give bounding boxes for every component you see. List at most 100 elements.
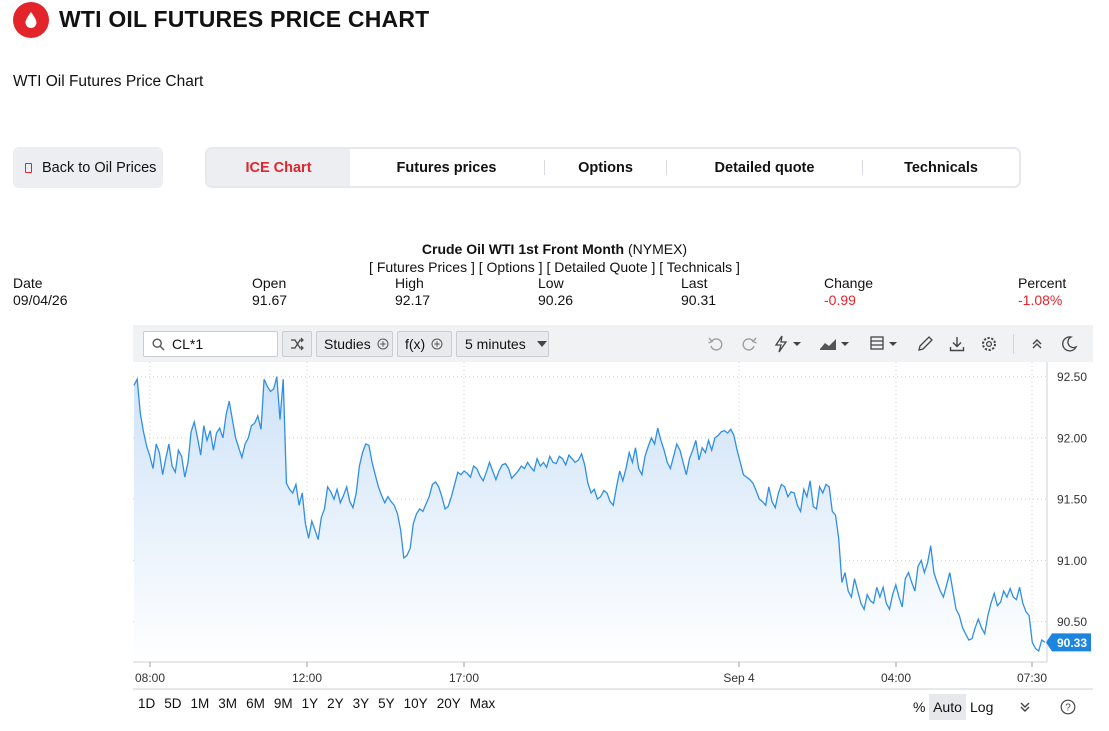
functions-label: f(x) <box>405 336 426 352</box>
last-price-badge-shape <box>1046 633 1091 652</box>
last-label: Last <box>681 275 708 291</box>
studies-label: Studies <box>324 336 371 352</box>
x-tick-label: 07:30 <box>1017 671 1047 685</box>
y-tick-label: 91.50 <box>1057 493 1087 507</box>
back-button-label: Back to Oil Prices <box>42 159 157 176</box>
auto-scale-toggle[interactable]: Auto <box>929 694 966 720</box>
range-9m[interactable]: 9M <box>273 696 293 711</box>
quote-high: High 92.17 <box>395 275 430 309</box>
y-tick-label: 92.50 <box>1057 370 1087 384</box>
studies-button[interactable]: Studies <box>316 331 393 357</box>
functions-button[interactable]: f(x) <box>397 331 452 357</box>
expand-icon[interactable] <box>1019 694 1031 720</box>
y-tick-label: 91.00 <box>1057 554 1087 568</box>
range-5d[interactable]: 5D <box>164 696 182 711</box>
high-label: High <box>395 275 424 291</box>
percent-label: Percent <box>1018 275 1067 291</box>
quote-last: Last 90.31 <box>681 275 716 309</box>
range-1d[interactable]: 1D <box>138 696 156 711</box>
tab-ice-chart[interactable]: ICE Chart <box>207 149 350 186</box>
quote-links[interactable]: [ Futures Prices ] [ Options ] [ Detaile… <box>369 259 740 275</box>
price-series-line <box>133 376 1046 653</box>
date-label: Date <box>13 275 43 291</box>
x-axis: 08:00 12:00 17:00 Sep 4 04:00 07:30 <box>135 662 1047 685</box>
open-value: 91.67 <box>252 292 288 308</box>
chart-widget: CL*1 Studies f(x) 5 minutes <box>133 325 1093 720</box>
range-1m[interactable]: 1M <box>190 696 210 711</box>
exchange-name: (NYMEX) <box>627 241 688 257</box>
last-value: 90.31 <box>681 292 717 308</box>
compare-icon <box>291 337 304 351</box>
page-title: WTI OIL FUTURES PRICE CHART <box>59 6 430 32</box>
undo-icon[interactable] <box>707 335 725 353</box>
chart-toolbar: CL*1 Studies f(x) 5 minutes <box>133 325 1093 362</box>
tab-detailed-quote[interactable]: Detailed quote <box>714 159 815 176</box>
quote-date: Date 09/04/26 <box>13 275 68 309</box>
range-1y[interactable]: 1Y <box>301 696 319 711</box>
price-chart[interactable]: 92.50 92.00 91.50 91.00 90.50 08:00 12:00 17:0… <box>133 362 1093 720</box>
tab-bar: ICE Chart Futures prices Options Detaile… <box>205 147 1021 188</box>
quote-change: Change -0.99 <box>824 275 873 309</box>
range-3m[interactable]: 3M <box>218 696 238 711</box>
page-subtitle: WTI Oil Futures Price Chart <box>13 73 204 90</box>
interval-label: 5 minutes <box>465 336 526 352</box>
svg-text:?: ? <box>1065 703 1071 714</box>
last-price-badge-label: 90.33 <box>1057 636 1087 650</box>
interval-select[interactable]: 5 minutes <box>456 331 549 357</box>
range-3y[interactable]: 3Y <box>352 696 370 711</box>
compare-button[interactable] <box>282 331 312 357</box>
logo-icon <box>13 2 49 38</box>
quote-low: Low 90.26 <box>538 275 573 309</box>
gear-icon[interactable] <box>980 335 998 353</box>
date-value: 09/04/26 <box>13 292 68 308</box>
range-max[interactable]: Max <box>469 696 496 711</box>
x-tick-label: 12:00 <box>292 671 322 685</box>
change-value: -0.99 <box>824 292 856 308</box>
log-scale-toggle[interactable]: Log <box>970 699 994 715</box>
range-20y[interactable]: 20Y <box>436 696 461 711</box>
back-button[interactable]: Back to Oil Prices <box>13 147 163 188</box>
range-2y[interactable]: 2Y <box>327 696 344 711</box>
tab-divider <box>666 160 667 175</box>
plus-circle-icon <box>431 338 443 350</box>
collapse-icon[interactable] <box>1028 335 1046 353</box>
open-label: Open <box>252 275 287 291</box>
percent-scale-toggle[interactable]: % <box>913 699 926 715</box>
symbol-search-input[interactable]: CL*1 <box>143 331 278 357</box>
lightning-icon[interactable] <box>773 335 803 353</box>
tab-futures-prices[interactable]: Futures prices <box>396 159 497 176</box>
symbol-value: CL*1 <box>172 336 204 352</box>
high-value: 92.17 <box>395 292 431 308</box>
y-tick-label: 92.00 <box>1057 431 1087 445</box>
tab-divider <box>544 160 545 175</box>
back-icon <box>25 162 32 173</box>
caret-down-icon <box>536 341 547 347</box>
quote-title: Crude Oil WTI 1st Front Month (NYMEX) <box>0 241 1109 257</box>
oil-drop-icon <box>25 12 37 28</box>
tab-options[interactable]: Options <box>578 159 633 176</box>
tab-technicals[interactable]: Technicals <box>904 159 978 176</box>
instrument-name: Crude Oil WTI 1st Front Month <box>421 241 625 257</box>
change-label: Change <box>824 275 874 291</box>
range-5y[interactable]: 5Y <box>378 696 395 711</box>
quote-percent: Percent -1.08% <box>1018 275 1066 309</box>
percent-value: -1.08% <box>1018 292 1063 308</box>
moon-icon[interactable] <box>1060 335 1078 353</box>
tab-divider <box>862 160 863 175</box>
pencil-icon[interactable] <box>916 335 934 353</box>
plus-circle-icon <box>377 338 389 350</box>
download-icon[interactable] <box>948 335 966 353</box>
range-10y[interactable]: 10Y <box>403 696 428 711</box>
layout-icon[interactable] <box>869 335 901 353</box>
low-label: Low <box>538 275 564 291</box>
help-icon[interactable]: ? <box>1060 694 1076 720</box>
quote-open: Open 91.67 <box>252 275 287 309</box>
redo-icon[interactable] <box>740 335 758 353</box>
low-value: 90.26 <box>538 292 574 308</box>
range-6m[interactable]: 6M <box>246 696 265 711</box>
last-price-badge: 90.33 <box>1046 633 1091 652</box>
y-tick-label: 90.50 <box>1057 615 1087 629</box>
x-tick-label: 04:00 <box>881 671 911 685</box>
chart-type-icon[interactable] <box>819 335 851 353</box>
range-selector: 1D 5D 1M 3M 6M 9M 1Y 2Y 3Y 5Y 10Y 20Y Ma… <box>133 696 499 711</box>
